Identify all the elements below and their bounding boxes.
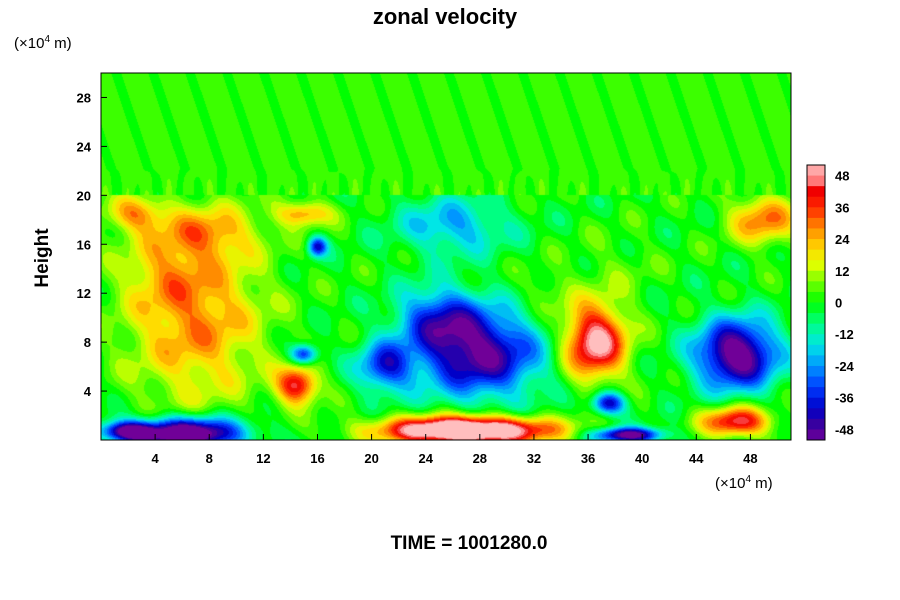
colorbar-band xyxy=(807,186,825,198)
x-tick-label: 16 xyxy=(310,451,324,466)
y-tick-label: 28 xyxy=(77,90,91,105)
colorbar-tick-label: -24 xyxy=(835,359,855,374)
colorbar-band xyxy=(807,260,825,272)
colorbar-band xyxy=(807,376,825,388)
colorbar-band xyxy=(807,165,825,177)
colorbar-band xyxy=(807,281,825,293)
x-tick-label: 44 xyxy=(689,451,704,466)
y-tick-label: 8 xyxy=(84,335,91,350)
colorbar-band xyxy=(807,344,825,356)
colorbar-band xyxy=(807,365,825,378)
colorbar-band xyxy=(807,408,825,420)
chart-title: zonal velocity xyxy=(373,4,518,29)
colorbar-band xyxy=(807,239,825,251)
colorbar-band xyxy=(807,355,825,367)
colorbar-band xyxy=(807,291,825,303)
time-label: TIME = 1001280.0 xyxy=(391,533,548,554)
y-tick-labels: 4 8 12 16 20 24 28 xyxy=(77,90,107,399)
colorbar-tick-label: 36 xyxy=(835,200,849,215)
y-tick-label: 20 xyxy=(77,188,91,203)
colorbar xyxy=(806,164,826,441)
colorbar-band xyxy=(807,228,825,240)
plot-border xyxy=(100,72,792,441)
colorbar-band xyxy=(807,175,825,187)
colorbar-band xyxy=(807,249,825,261)
x-tick-label: 28 xyxy=(473,451,487,466)
x-tick-label: 32 xyxy=(527,451,541,466)
colorbar-tick-label: 12 xyxy=(835,264,849,279)
colorbar-tick-label: 48 xyxy=(835,169,849,184)
y-tick-label: 12 xyxy=(77,286,91,301)
x-unit-label: (×104 m) xyxy=(715,474,773,492)
x-tick-label: 4 xyxy=(152,451,160,466)
heatmap-field xyxy=(101,73,791,440)
colorbar-band xyxy=(807,323,825,335)
colorbar-band xyxy=(807,217,825,229)
x-tick-label: 12 xyxy=(256,451,270,466)
x-tick-label: 48 xyxy=(743,451,757,466)
x-tick-label: 36 xyxy=(581,451,595,466)
colorbar-tick-label: -12 xyxy=(835,327,854,342)
colorbar-band xyxy=(807,387,825,399)
colorbar-band xyxy=(807,418,825,430)
colorbar-band xyxy=(807,313,825,325)
y-tick-label: 16 xyxy=(77,237,91,252)
y-axis-label: Height xyxy=(32,228,53,288)
x-tick-label: 40 xyxy=(635,451,649,466)
heatmap-area xyxy=(101,73,791,440)
colorbar-band xyxy=(807,429,825,441)
y-unit-label: (×104 m) xyxy=(14,34,72,52)
colorbar-tick-labels: 48 36 24 12 0 -12 -24 -36 -48 xyxy=(835,169,855,438)
colorbar-tick-label: -48 xyxy=(835,422,854,437)
colorbar-band xyxy=(807,270,825,282)
colorbar-band xyxy=(807,207,825,219)
colorbar-tick-label: 0 xyxy=(835,296,842,311)
y-tick-label: 4 xyxy=(84,384,92,399)
x-tick-label: 8 xyxy=(206,451,213,466)
colorbar-border xyxy=(806,164,826,441)
x-tick-label: 24 xyxy=(418,451,433,466)
y-tick-label: 24 xyxy=(77,139,92,154)
colorbar-band xyxy=(807,397,825,409)
colorbar-tick-label: 24 xyxy=(835,232,850,247)
colorbar-tick-label: -36 xyxy=(835,391,854,406)
x-tick-label: 20 xyxy=(364,451,378,466)
colorbar-band xyxy=(807,334,825,346)
colorbar-band xyxy=(807,196,825,208)
x-tick-labels: 4 8 12 16 20 24 28 32 36 40 44 48 xyxy=(152,434,758,466)
colorbar-band xyxy=(807,302,825,314)
